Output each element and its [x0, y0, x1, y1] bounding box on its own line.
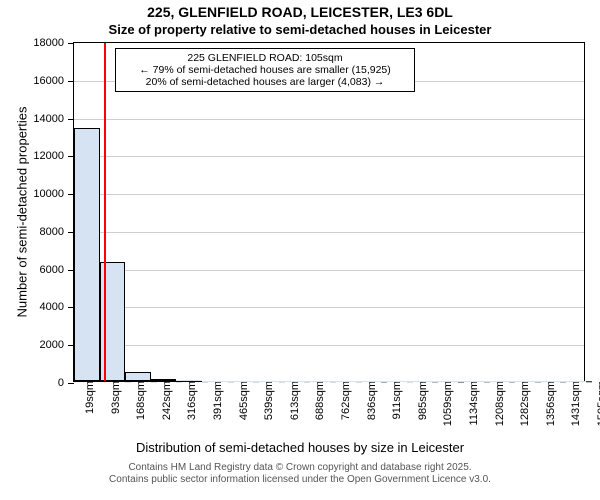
x-tick-label: 19sqm: [74, 381, 96, 414]
x-tick-label: 465sqm: [228, 381, 250, 420]
x-tick-label: 93sqm: [100, 381, 122, 414]
annotation-line-2: ← 79% of semi-detached houses are smalle…: [139, 64, 391, 76]
x-tick-label: 1134sqm: [458, 381, 480, 425]
footer-line-2: Contains public sector information licen…: [0, 474, 600, 486]
x-tick-label: 1356sqm: [535, 381, 557, 426]
x-tick-label: 1505sqm: [586, 381, 600, 426]
x-tick-label: 911sqm: [381, 381, 403, 419]
x-tick-label: 168sqm: [125, 381, 147, 420]
x-tick-label: 1431sqm: [560, 381, 582, 426]
y-tick-label: 16000: [33, 75, 74, 87]
y-tick-label: 8000: [40, 226, 74, 238]
histogram-bar: [151, 379, 177, 381]
annotation-line-3: 20% of semi-detached houses are larger (…: [146, 76, 385, 88]
x-tick-label: 1208sqm: [484, 381, 506, 426]
x-tick-label: 1282sqm: [509, 381, 531, 426]
histogram-bar: [125, 372, 151, 381]
chart-title-line2: Size of property relative to semi-detach…: [0, 22, 600, 37]
x-tick-label: 242sqm: [151, 381, 173, 420]
gridline: [74, 270, 584, 271]
annotation-line-1: 225 GLENFIELD ROAD: 105sqm: [187, 52, 342, 64]
y-tick-label: 14000: [33, 113, 74, 125]
chart-title-line1: 225, GLENFIELD ROAD, LEICESTER, LE3 6DL: [0, 4, 600, 20]
x-tick-label: 836sqm: [356, 381, 378, 420]
x-tick-label: 688sqm: [304, 381, 326, 420]
gridline: [74, 232, 584, 233]
x-tick-label: 316sqm: [176, 381, 198, 420]
property-marker-line: [104, 43, 106, 381]
x-tick-label: 762sqm: [330, 381, 352, 420]
footer-line-1: Contains HM Land Registry data © Crown c…: [0, 462, 600, 474]
x-tick-label: 391sqm: [202, 381, 224, 420]
y-tick-label: 2000: [40, 339, 74, 351]
x-tick-label: 613sqm: [279, 381, 301, 420]
footer-attribution: Contains HM Land Registry data © Crown c…: [0, 462, 600, 486]
y-tick-label: 6000: [40, 264, 74, 276]
x-tick-label: 1059sqm: [432, 381, 454, 426]
x-tick-label: 985sqm: [407, 381, 429, 420]
histogram-bar: [176, 380, 202, 381]
y-tick-label: 4000: [40, 301, 74, 313]
y-tick-label: 0: [58, 377, 74, 389]
gridline: [74, 194, 584, 195]
gridline: [74, 119, 584, 120]
gridline: [74, 345, 584, 346]
histogram-bar: [74, 128, 100, 381]
y-tick-label: 10000: [33, 188, 74, 200]
gridline: [74, 156, 584, 157]
annotation-box: 225 GLENFIELD ROAD: 105sqm ← 79% of semi…: [115, 48, 415, 92]
y-tick-label: 12000: [33, 150, 74, 162]
x-tick-label: 539sqm: [253, 381, 275, 420]
y-axis-label: Number of semi-detached properties: [15, 107, 30, 318]
x-axis-label: Distribution of semi-detached houses by …: [0, 440, 600, 455]
plot-area: 0200040006000800010000120001400016000180…: [73, 42, 585, 382]
gridline: [74, 307, 584, 308]
y-tick-label: 18000: [33, 37, 74, 49]
